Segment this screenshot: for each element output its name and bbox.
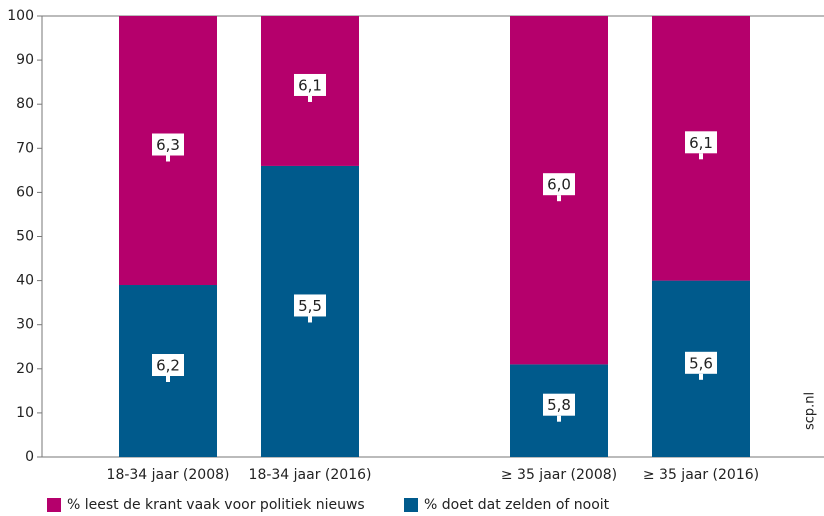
x-tick-label: 18-34 jaar (2016) xyxy=(249,467,372,483)
label-tail xyxy=(166,155,170,162)
legend-label: % doet dat zelden of nooit xyxy=(424,497,610,513)
label-tail xyxy=(308,316,312,323)
legend-swatch xyxy=(404,498,418,512)
y-tick-label: 0 xyxy=(25,449,34,465)
bar-label: 5,5 xyxy=(298,297,322,315)
label-box xyxy=(152,354,184,377)
bar-label: 6,0 xyxy=(547,176,571,194)
y-tick-label: 20 xyxy=(16,361,34,377)
label-tail xyxy=(557,195,561,202)
label-box xyxy=(152,133,184,156)
label-box xyxy=(294,294,326,317)
label-tail xyxy=(557,415,561,422)
label-tail xyxy=(166,376,170,383)
label-tail xyxy=(699,373,703,380)
x-tick-label: 18-34 jaar (2008) xyxy=(107,467,230,483)
y-tick-label: 10 xyxy=(16,405,34,421)
legend-label: % leest de krant vaak voor politiek nieu… xyxy=(67,497,365,513)
label-box xyxy=(294,73,326,96)
y-tick-label: 100 xyxy=(7,8,34,24)
bar-label: 6,1 xyxy=(689,134,713,152)
label-tail xyxy=(699,153,703,160)
y-tick-label: 30 xyxy=(16,317,34,333)
y-tick-label: 50 xyxy=(16,229,34,245)
y-tick-label: 80 xyxy=(16,96,34,112)
bar-label: 6,3 xyxy=(156,136,180,154)
label-box xyxy=(543,393,575,416)
label-box xyxy=(685,131,717,154)
label-box xyxy=(543,173,575,196)
bar-label: 6,1 xyxy=(298,76,322,94)
y-tick-label: 70 xyxy=(16,140,34,156)
bar-label: 5,8 xyxy=(547,396,571,414)
source: scp.nl xyxy=(803,392,818,430)
x-tick-label: ≥ 35 jaar (2008) xyxy=(501,467,617,483)
x-tick-label: ≥ 35 jaar (2016) xyxy=(643,467,759,483)
y-tick-label: 40 xyxy=(16,273,34,289)
y-tick-label: 60 xyxy=(16,184,34,200)
legend-swatch xyxy=(47,498,61,512)
bar-label: 5,6 xyxy=(689,354,713,372)
label-box xyxy=(685,351,717,374)
y-tick-label: 90 xyxy=(16,52,34,68)
label-tail xyxy=(308,95,312,102)
bar-label: 6,2 xyxy=(156,357,180,375)
